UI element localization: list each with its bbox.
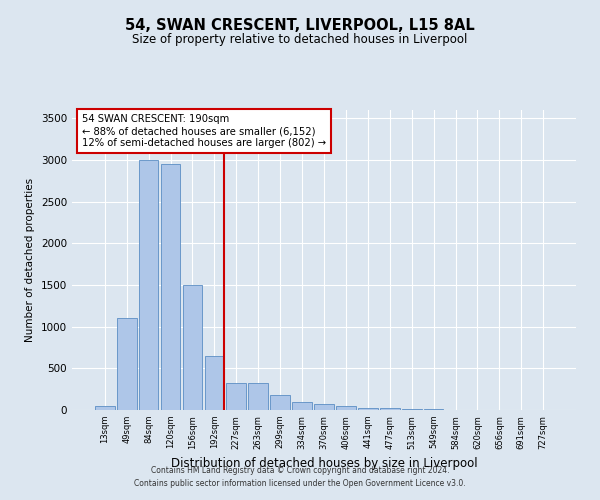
Bar xyxy=(358,408,378,410)
Bar xyxy=(161,164,181,410)
Bar xyxy=(314,404,334,410)
Bar xyxy=(205,356,224,410)
Y-axis label: Number of detached properties: Number of detached properties xyxy=(25,178,35,342)
Bar xyxy=(139,160,158,410)
Text: 54 SWAN CRESCENT: 190sqm
← 88% of detached houses are smaller (6,152)
12% of sem: 54 SWAN CRESCENT: 190sqm ← 88% of detach… xyxy=(82,114,326,148)
Text: Size of property relative to detached houses in Liverpool: Size of property relative to detached ho… xyxy=(133,32,467,46)
Bar xyxy=(402,409,422,410)
Bar xyxy=(248,384,268,410)
Bar xyxy=(336,406,356,410)
Bar xyxy=(95,406,115,410)
Bar xyxy=(117,318,137,410)
Text: Contains HM Land Registry data © Crown copyright and database right 2024.
Contai: Contains HM Land Registry data © Crown c… xyxy=(134,466,466,487)
Bar xyxy=(182,285,202,410)
Bar xyxy=(292,402,312,410)
Bar xyxy=(226,384,246,410)
Bar xyxy=(270,396,290,410)
X-axis label: Distribution of detached houses by size in Liverpool: Distribution of detached houses by size … xyxy=(170,457,478,470)
Text: 54, SWAN CRESCENT, LIVERPOOL, L15 8AL: 54, SWAN CRESCENT, LIVERPOOL, L15 8AL xyxy=(125,18,475,32)
Bar xyxy=(380,408,400,410)
